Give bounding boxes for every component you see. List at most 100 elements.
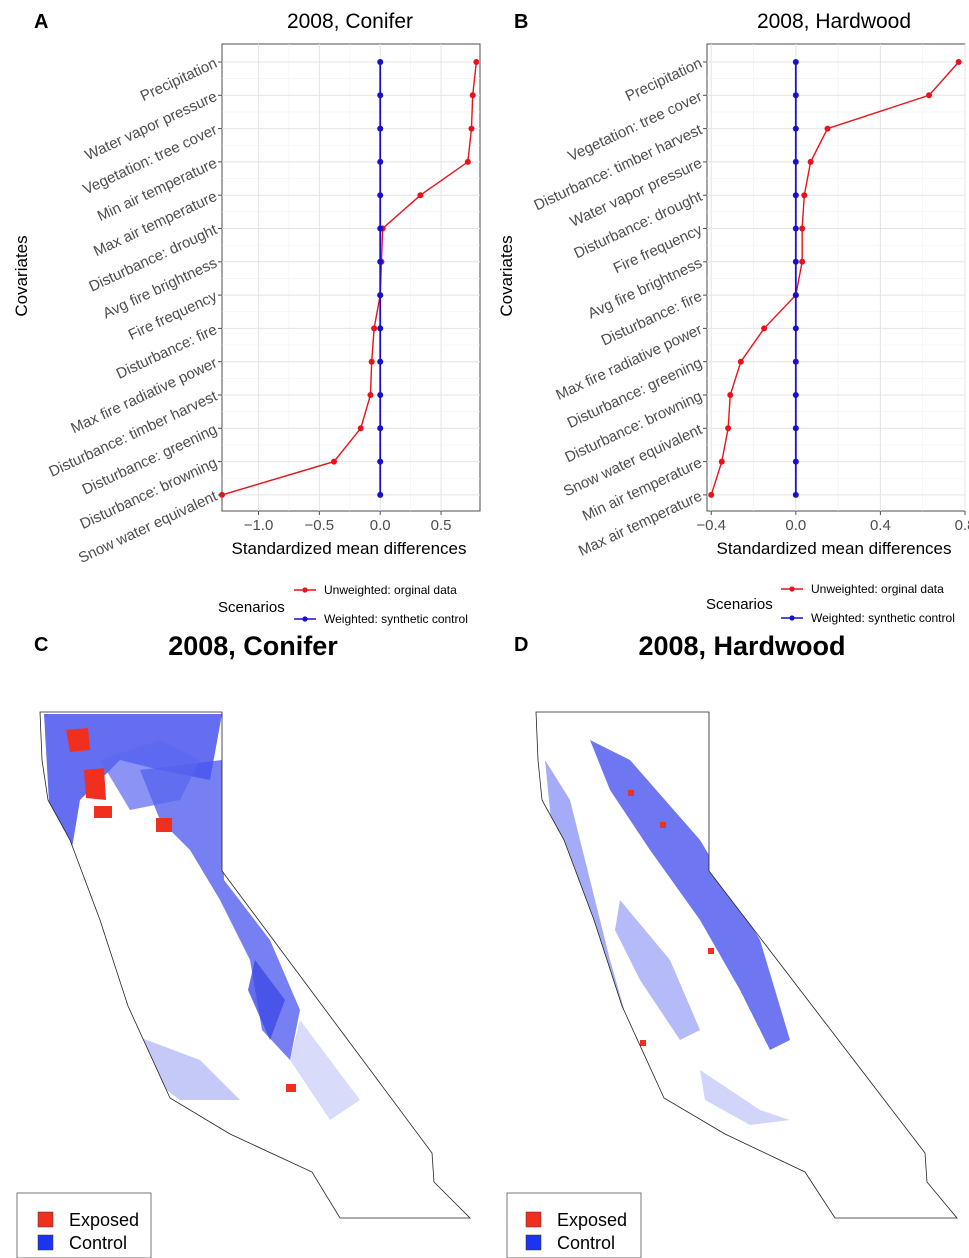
- map-d-title: 2008, Hardwood: [638, 631, 845, 661]
- chart-a-x-tick-label: −0.5: [305, 517, 335, 534]
- chart-b-point-weighted: [792, 325, 799, 332]
- chart-a-point-unweighted: [473, 59, 480, 65]
- chart-a-point-weighted: [377, 125, 384, 132]
- chart-b-x-tick-label: −0.4: [696, 517, 726, 534]
- map-d-legend-swatch-control: [525, 1234, 542, 1251]
- chart-a-point-weighted: [377, 258, 384, 265]
- chart-b-point-unweighted: [926, 92, 933, 99]
- chart-b-legend-weighted: Weighted: synthetic control: [811, 611, 955, 625]
- chart-b-point-weighted: [792, 158, 799, 165]
- chart-a-point-unweighted: [464, 158, 471, 165]
- chart-b-point-unweighted: [737, 358, 744, 365]
- chart-b-point-unweighted: [801, 192, 808, 199]
- chart-b-point-unweighted: [824, 125, 831, 132]
- chart-b-point-unweighted: [727, 392, 734, 398]
- chart-b-x-label: Standardized mean differences: [716, 539, 951, 558]
- chart-a-point-unweighted: [371, 325, 378, 332]
- chart-b-point-weighted: [792, 458, 799, 465]
- map-d-legend-swatch-exposed: [525, 1211, 542, 1228]
- chart-a-title: 2008, Conifer: [287, 10, 413, 33]
- chart-a-point-weighted: [377, 192, 384, 199]
- chart-b-legend: Scenarios Unweighted: orginal data Weigh…: [706, 582, 955, 625]
- chart-b-point-unweighted: [725, 425, 732, 432]
- chart-b-point-weighted: [792, 358, 799, 365]
- chart-b-point-unweighted: [807, 158, 814, 165]
- chart-a-point-weighted: [377, 59, 384, 65]
- map-d-raster: [545, 740, 790, 1125]
- chart-b-x-tick-label: 0.8: [955, 517, 969, 534]
- chart-b-point-weighted: [792, 92, 799, 99]
- chart-a-point-weighted: [377, 491, 384, 498]
- chart-a-legend-dot-unweighted: [302, 587, 308, 593]
- chart-a-legend-title: Scenarios: [218, 599, 285, 616]
- chart-b-legend-title: Scenarios: [706, 596, 773, 613]
- chart-b-panel: [706, 43, 966, 512]
- chart-a-point-unweighted: [357, 425, 364, 432]
- chart-b-point-weighted: [792, 125, 799, 132]
- chart-a-x-tick-label: 0.0: [370, 517, 391, 534]
- chart-a-x-tick-label: 0.5: [431, 517, 452, 534]
- map-c-legend-swatch-control: [37, 1234, 54, 1251]
- chart-a-point-weighted: [377, 392, 384, 398]
- chart-b-point-weighted: [792, 292, 799, 299]
- chart-a-point-weighted: [377, 158, 384, 165]
- map-c-legend-control: Control: [69, 1233, 127, 1253]
- chart-b-point-unweighted: [799, 258, 806, 265]
- chart-a-point-weighted: [377, 458, 384, 465]
- map-c-legend-exposed: Exposed: [69, 1210, 139, 1230]
- chart-a-point-weighted: [377, 92, 384, 99]
- chart-b-point-weighted: [792, 392, 799, 398]
- chart-a-panel: [221, 43, 481, 512]
- chart-a-point-unweighted: [417, 192, 424, 199]
- panel-letter-b: B: [514, 11, 528, 33]
- chart-a-point-weighted: [377, 292, 384, 299]
- chart-a-point-weighted: [377, 425, 384, 432]
- chart-b-point-unweighted: [799, 225, 806, 232]
- chart-b-point-unweighted: [761, 325, 768, 332]
- map-c-legend-swatch-exposed: [37, 1211, 54, 1228]
- chart-a-point-weighted: [377, 358, 384, 365]
- panel-letter-d: D: [514, 634, 528, 656]
- chart-b-point-weighted: [792, 192, 799, 199]
- chart-a-legend-weighted: Weighted: synthetic control: [324, 612, 468, 626]
- chart-b-point-weighted: [792, 59, 799, 65]
- chart-a-legend-dot-weighted: [302, 616, 308, 622]
- chart-a-legend-unweighted: Unweighted: orginal data: [324, 583, 457, 597]
- panel-letter-c: C: [34, 634, 48, 656]
- chart-b-point-unweighted: [718, 458, 725, 465]
- chart-a-point-unweighted: [468, 125, 475, 132]
- chart-a-point-unweighted: [330, 458, 337, 465]
- chart-a: 2008, Conifer −1.0 −0.5 0.0 0.5 Precipitati…: [12, 10, 481, 626]
- chart-b-y-label: Covariates: [497, 235, 516, 316]
- chart-b-series-line-unweighted: [710, 61, 960, 496]
- chart-b-point-unweighted: [955, 59, 962, 65]
- chart-a-legend: Scenarios Unweighted: orginal data Weigh…: [218, 583, 468, 626]
- chart-b-legend-dot-unweighted: [789, 586, 795, 592]
- chart-b: 2008, Hardwood −0.40.00.40.8 Precipitati…: [497, 10, 969, 625]
- chart-a-point-unweighted: [469, 92, 476, 99]
- chart-b-point-weighted: [792, 225, 799, 232]
- panel-letter-a: A: [34, 11, 48, 33]
- chart-a-point-weighted: [377, 225, 384, 232]
- map-c-title: 2008, Conifer: [168, 631, 338, 661]
- chart-b-legend-dot-weighted: [789, 615, 795, 621]
- chart-b-title: 2008, Hardwood: [757, 10, 911, 33]
- map-d: 2008, Hardwood Exposed Control: [506, 631, 958, 1258]
- chart-a-point-weighted: [377, 325, 384, 332]
- map-d-legend-control: Control: [557, 1233, 615, 1253]
- chart-a-y-label: Covariates: [12, 235, 31, 316]
- chart-b-point-weighted: [792, 425, 799, 432]
- chart-a-x-tick-label: −1.0: [244, 517, 274, 534]
- map-c: 2008, Conifer Exposed Control: [16, 631, 471, 1258]
- map-c-raster: [44, 714, 360, 1120]
- chart-b-point-weighted: [792, 258, 799, 265]
- chart-b-x-tick-label: 0.0: [785, 517, 806, 534]
- chart-a-point-unweighted: [368, 358, 375, 365]
- chart-b-point-unweighted: [708, 491, 715, 498]
- chart-a-point-unweighted: [367, 392, 374, 398]
- chart-b-point-weighted: [792, 491, 799, 498]
- chart-b-legend-unweighted: Unweighted: orginal data: [811, 582, 944, 596]
- map-d-legend-exposed: Exposed: [557, 1210, 627, 1230]
- chart-b-x-tick-label: 0.4: [870, 517, 891, 534]
